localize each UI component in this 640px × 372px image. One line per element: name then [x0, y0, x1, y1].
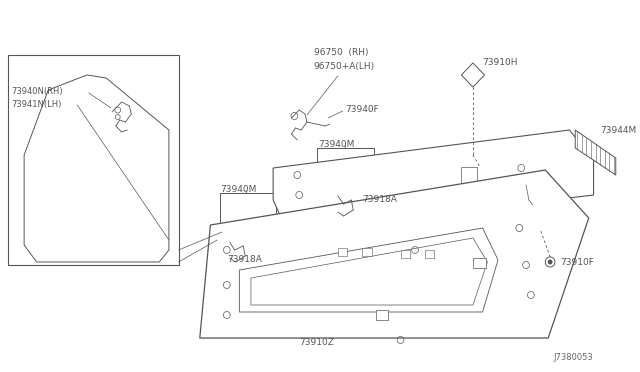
Text: J7380053: J7380053	[554, 353, 593, 362]
Polygon shape	[273, 130, 593, 232]
Text: 96750  (RH): 96750 (RH)	[314, 48, 368, 57]
Bar	[317, 148, 374, 196]
Bar	[461, 167, 477, 183]
Bar	[401, 250, 410, 258]
Text: 73940M: 73940M	[319, 140, 355, 149]
Polygon shape	[239, 228, 498, 312]
Polygon shape	[251, 238, 488, 305]
Text: 73940N(RH): 73940N(RH)	[12, 87, 63, 96]
Text: 73944M: 73944M	[600, 126, 637, 135]
Bar	[8, 55, 179, 265]
Text: 73910H: 73910H	[483, 58, 518, 67]
Text: 73940F: 73940F	[346, 105, 380, 114]
Text: 73918A: 73918A	[227, 255, 262, 264]
Text: 96750+A(LH): 96750+A(LH)	[314, 62, 375, 71]
Circle shape	[548, 260, 552, 264]
Text: 73910F: 73910F	[560, 258, 594, 267]
Polygon shape	[200, 170, 589, 338]
Polygon shape	[24, 75, 169, 262]
Text: 73940M: 73940M	[220, 185, 257, 194]
Bar	[473, 258, 486, 268]
Bar	[362, 248, 372, 256]
Bar	[338, 248, 348, 256]
Bar	[220, 193, 276, 241]
Text: 73941N(LH): 73941N(LH)	[12, 100, 62, 109]
Text: 73918A: 73918A	[362, 195, 397, 204]
Polygon shape	[575, 130, 616, 175]
Text: 73910Z: 73910Z	[299, 338, 334, 347]
Polygon shape	[461, 63, 484, 87]
Bar	[376, 310, 388, 320]
Bar	[425, 250, 435, 258]
